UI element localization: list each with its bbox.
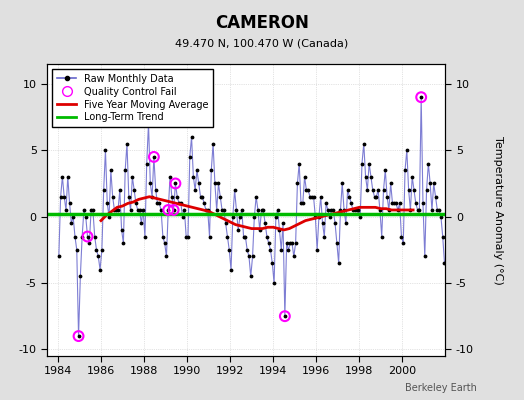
Point <box>417 94 425 100</box>
Point <box>83 233 92 240</box>
Text: 49.470 N, 100.470 W (Canada): 49.470 N, 100.470 W (Canada) <box>176 38 348 48</box>
Point <box>150 154 158 160</box>
Point <box>171 180 180 187</box>
Text: CAMERON: CAMERON <box>215 14 309 32</box>
Point <box>164 207 172 213</box>
Text: Berkeley Earth: Berkeley Earth <box>405 383 477 393</box>
Point <box>74 333 83 339</box>
Point <box>169 207 178 213</box>
Point <box>281 313 289 319</box>
Legend: Raw Monthly Data, Quality Control Fail, Five Year Moving Average, Long-Term Tren: Raw Monthly Data, Quality Control Fail, … <box>52 69 213 127</box>
Y-axis label: Temperature Anomaly (°C): Temperature Anomaly (°C) <box>493 136 503 284</box>
